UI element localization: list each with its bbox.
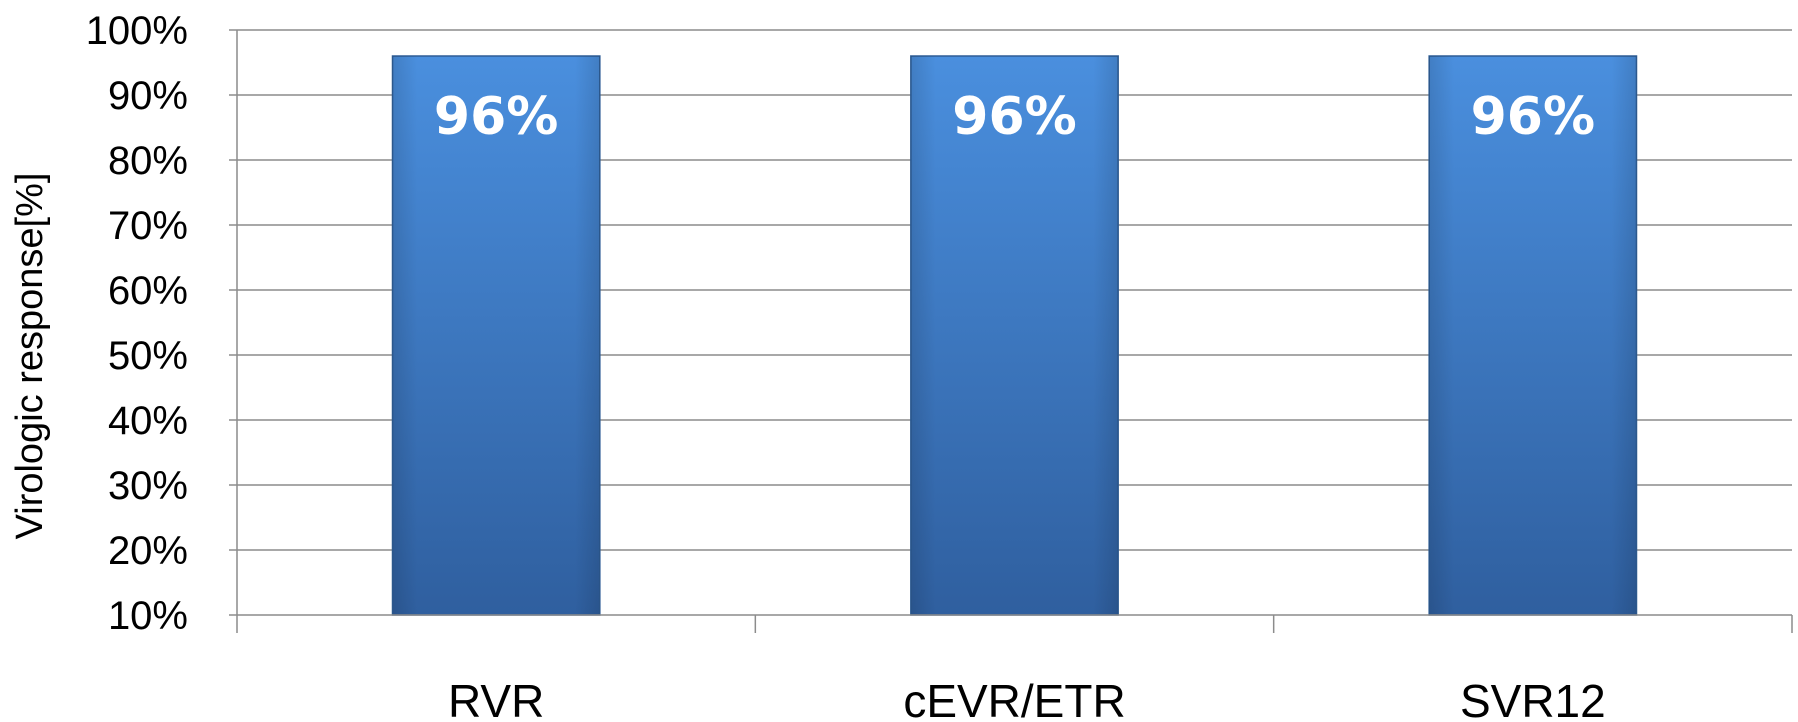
data-label: 96% xyxy=(952,87,1076,147)
y-tick-label: 100% xyxy=(86,9,188,53)
x-axis-categories: RVR cEVR/ETR SVR12 xyxy=(448,675,1606,722)
y-axis-ticks: 10% 20% 30% 40% 50% 60% 70% 80% 90% 100% xyxy=(86,9,188,638)
data-label: 96% xyxy=(1471,87,1595,147)
y-axis-title: Virologic response[%] xyxy=(9,173,51,540)
data-label: 96% xyxy=(434,87,558,147)
y-tick-label: 90% xyxy=(108,74,188,118)
y-tick-label: 70% xyxy=(108,204,188,248)
y-tick-label: 60% xyxy=(108,269,188,313)
y-tick-label: 50% xyxy=(108,334,188,378)
y-tick-label: 20% xyxy=(108,529,188,573)
x-category-label: cEVR/ETR xyxy=(903,675,1125,722)
x-category-label: SVR12 xyxy=(1460,675,1606,722)
bars: 96% 96% 96% xyxy=(391,55,1638,616)
y-tick-label: 10% xyxy=(108,594,188,638)
y-tick-label: 30% xyxy=(108,464,188,508)
y-tick-label: 80% xyxy=(108,139,188,183)
y-tick-label: 40% xyxy=(108,399,188,443)
x-axis xyxy=(236,30,1793,633)
x-category-label: RVR xyxy=(448,675,544,722)
